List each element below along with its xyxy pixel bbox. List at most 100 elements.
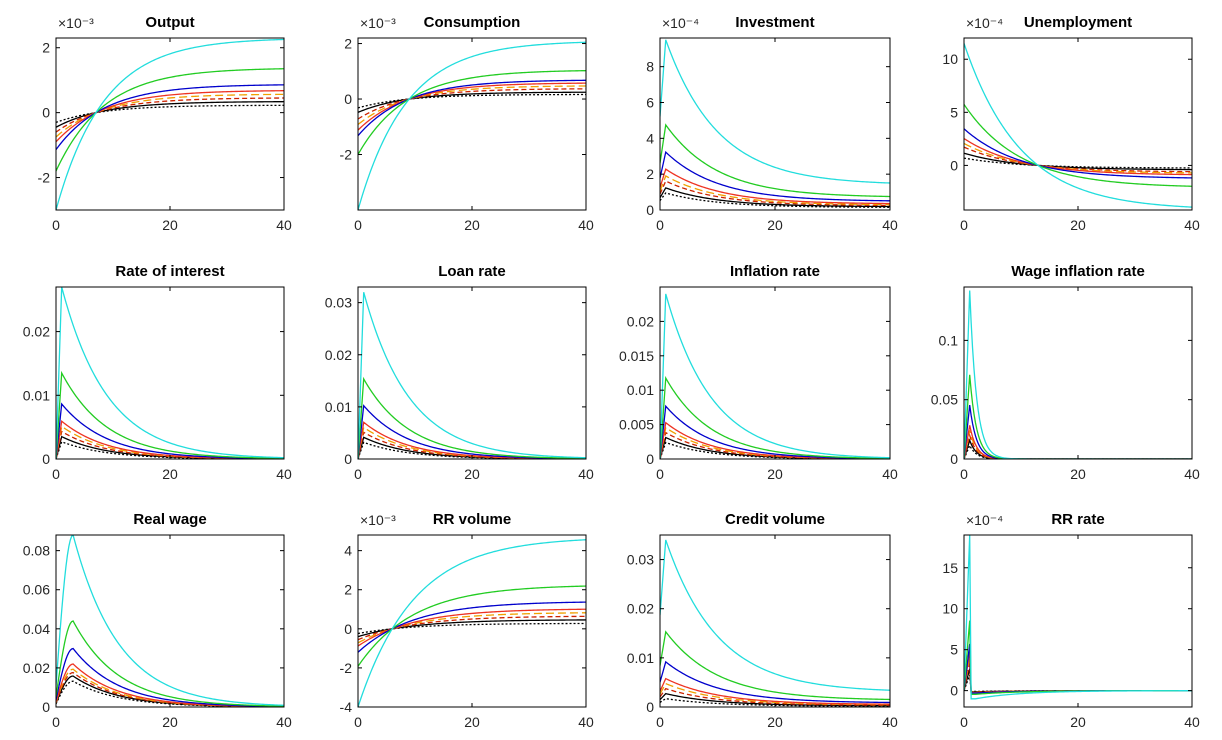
y-tick-label: 0 [646, 699, 654, 715]
x-tick-label: 20 [767, 714, 783, 730]
x-tick-label: 40 [882, 714, 898, 730]
series-group [56, 38, 284, 210]
series-line-1 [660, 192, 890, 208]
series-line-4 [964, 142, 1192, 174]
y-tick-label: 0.1 [939, 332, 959, 348]
series-group [56, 535, 284, 707]
y-tick-label: 0 [950, 451, 958, 467]
y-tick-label: 0.005 [619, 417, 654, 433]
series-line-6 [964, 128, 1192, 179]
x-tick-label: 20 [1070, 217, 1086, 233]
panel-consumption: 0 20 40 -2 0 2 ×10⁻³ Consumption [340, 14, 594, 233]
axes-frame [55, 286, 285, 460]
panel-real-wage: 0 20 40 0 0.02 0.04 0.06 0.08 Real wage [23, 511, 292, 730]
y-tick-label: 0 [42, 699, 50, 715]
axis-exponent: ×10⁻³ [58, 15, 94, 31]
x-tick-label: 0 [960, 466, 968, 482]
x-tick-label: 40 [276, 714, 292, 730]
y-tick-label: 0.01 [627, 382, 654, 398]
series-line-8 [660, 539, 890, 691]
axes-frame [55, 534, 285, 708]
series-line-7 [56, 68, 284, 172]
panel-title: Unemployment [1024, 14, 1132, 31]
y-tick-label: 0 [344, 621, 352, 637]
panel-credit-volume: 0 20 40 0 0.01 0.02 0.03 Credit volume [627, 511, 898, 730]
series-group [358, 292, 586, 459]
series-line-3 [358, 615, 586, 641]
series-line-8 [964, 535, 1192, 700]
x-tick-label: 20 [464, 466, 480, 482]
series-line-7 [964, 620, 1192, 695]
y-tick-label: 6 [646, 95, 654, 111]
series-line-7 [358, 585, 586, 667]
panel-rr-volume: 0 20 40 -4 -2 0 2 4 ×10⁻³ RR volume [340, 511, 594, 730]
series-line-5 [964, 138, 1192, 176]
x-tick-label: 40 [276, 217, 292, 233]
series-line-5 [358, 82, 586, 131]
series-line-8 [56, 287, 284, 459]
series-group [964, 535, 1192, 700]
y-tick-label: 5 [950, 104, 958, 120]
series-line-4 [660, 175, 890, 206]
y-tick-label: 0.06 [23, 582, 50, 598]
x-tick-label: 20 [464, 217, 480, 233]
y-tick-label: 0 [42, 105, 50, 121]
series-line-7 [660, 630, 890, 701]
axes-frame [659, 534, 891, 708]
x-tick-label: 20 [767, 217, 783, 233]
y-tick-label: 0.03 [325, 295, 352, 311]
series-line-8 [56, 535, 284, 706]
x-tick-label: 0 [52, 714, 60, 730]
x-tick-label: 20 [767, 466, 783, 482]
x-tick-label: 20 [1070, 466, 1086, 482]
series-line-4 [660, 682, 890, 706]
series-line-8 [56, 38, 284, 210]
panel-title: Investment [735, 14, 814, 31]
series-line-4 [964, 430, 1192, 459]
panel-output: 0 20 40 -2 0 2 ×10⁻³ Output [38, 14, 292, 233]
x-tick-label: 40 [882, 217, 898, 233]
series-line-5 [964, 650, 1192, 694]
series-line-5 [964, 425, 1192, 459]
x-tick-label: 0 [354, 466, 362, 482]
y-tick-label: 2 [646, 166, 654, 182]
series-line-7 [56, 620, 284, 707]
series-line-8 [964, 43, 1192, 208]
y-tick-label: 0.03 [627, 552, 654, 568]
series-line-6 [358, 79, 586, 137]
x-tick-label: 40 [276, 466, 292, 482]
y-tick-label: 0.015 [619, 348, 654, 364]
series-line-4 [358, 85, 586, 126]
series-line-3 [358, 88, 586, 120]
panel-rate-of-interest: 0 20 40 0 0.01 0.02 Rate of interest [23, 263, 292, 482]
panel-title: Rate of interest [115, 263, 224, 280]
series-group [358, 539, 586, 707]
x-tick-label: 40 [1184, 714, 1200, 730]
axes-frame [357, 534, 587, 708]
x-tick-label: 0 [960, 714, 968, 730]
series-line-8 [964, 290, 1192, 459]
x-tick-label: 40 [578, 714, 594, 730]
y-tick-label: -2 [340, 660, 353, 676]
y-tick-label: -2 [38, 170, 51, 186]
panel-title: RR rate [1051, 511, 1104, 528]
panel-rr-rate: 0 20 40 0 5 10 15 ×10⁻⁴ RR rate [942, 511, 1200, 730]
panel-title: Consumption [424, 14, 521, 31]
y-tick-label: 0.01 [627, 650, 654, 666]
y-tick-label: 8 [646, 59, 654, 75]
series-line-8 [358, 292, 586, 459]
series-line-8 [358, 539, 586, 707]
axis-exponent: ×10⁻³ [360, 15, 396, 31]
y-tick-label: 0 [344, 451, 352, 467]
x-tick-label: 0 [656, 714, 664, 730]
series-line-2 [358, 91, 586, 113]
series-line-7 [660, 375, 890, 459]
panel-unemployment: 0 20 40 0 5 10 ×10⁻⁴ Unemployment [942, 14, 1200, 233]
y-tick-label: 15 [942, 560, 958, 576]
y-tick-label: -2 [340, 147, 353, 163]
y-tick-label: 0.05 [931, 392, 958, 408]
x-tick-label: 0 [354, 714, 362, 730]
y-tick-label: 0.02 [627, 313, 654, 329]
series-line-1 [964, 674, 1192, 693]
